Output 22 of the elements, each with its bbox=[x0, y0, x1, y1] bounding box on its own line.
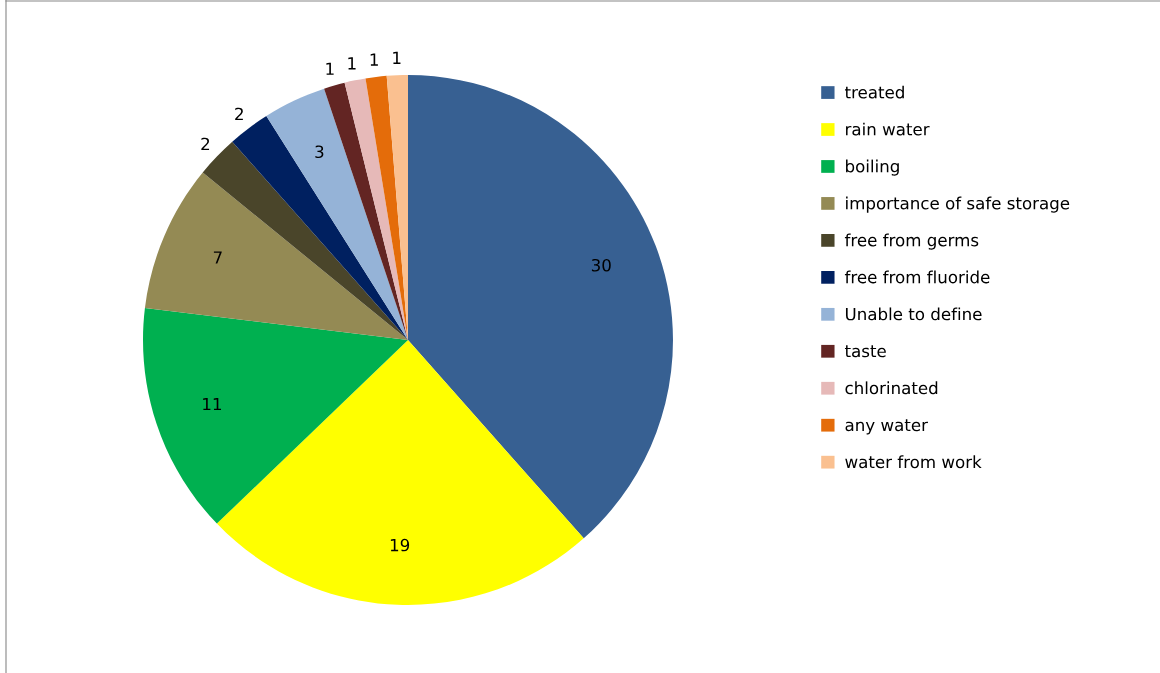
data-label: 1 bbox=[348, 57, 356, 70]
data-label: 11 bbox=[203, 397, 221, 411]
legend-label: boiling bbox=[846, 159, 899, 176]
data-label: 1 bbox=[370, 53, 378, 66]
legend-label: any water bbox=[845, 419, 928, 435]
legend-label: taste bbox=[844, 345, 886, 358]
legend-label: free from germs bbox=[844, 233, 979, 250]
data-label: 19 bbox=[390, 538, 410, 552]
legend-label: treated bbox=[844, 85, 904, 99]
legend-label: free from fluoride bbox=[844, 270, 990, 284]
data-label: 3 bbox=[315, 145, 324, 159]
legend-label: chlorinated bbox=[845, 381, 938, 395]
data-label: 2 bbox=[201, 137, 210, 151]
legend-label: water from work bbox=[845, 455, 982, 469]
legend-label: Unable to define bbox=[845, 307, 982, 321]
data-label: 2 bbox=[235, 107, 243, 121]
data-label: 1 bbox=[393, 51, 401, 64]
data-label: 30 bbox=[591, 258, 611, 272]
legend-label: importance of safe storage bbox=[846, 196, 1070, 213]
data-label: 1 bbox=[326, 62, 334, 75]
legend-label: rain water bbox=[846, 122, 930, 136]
data-label: 7 bbox=[213, 251, 222, 264]
